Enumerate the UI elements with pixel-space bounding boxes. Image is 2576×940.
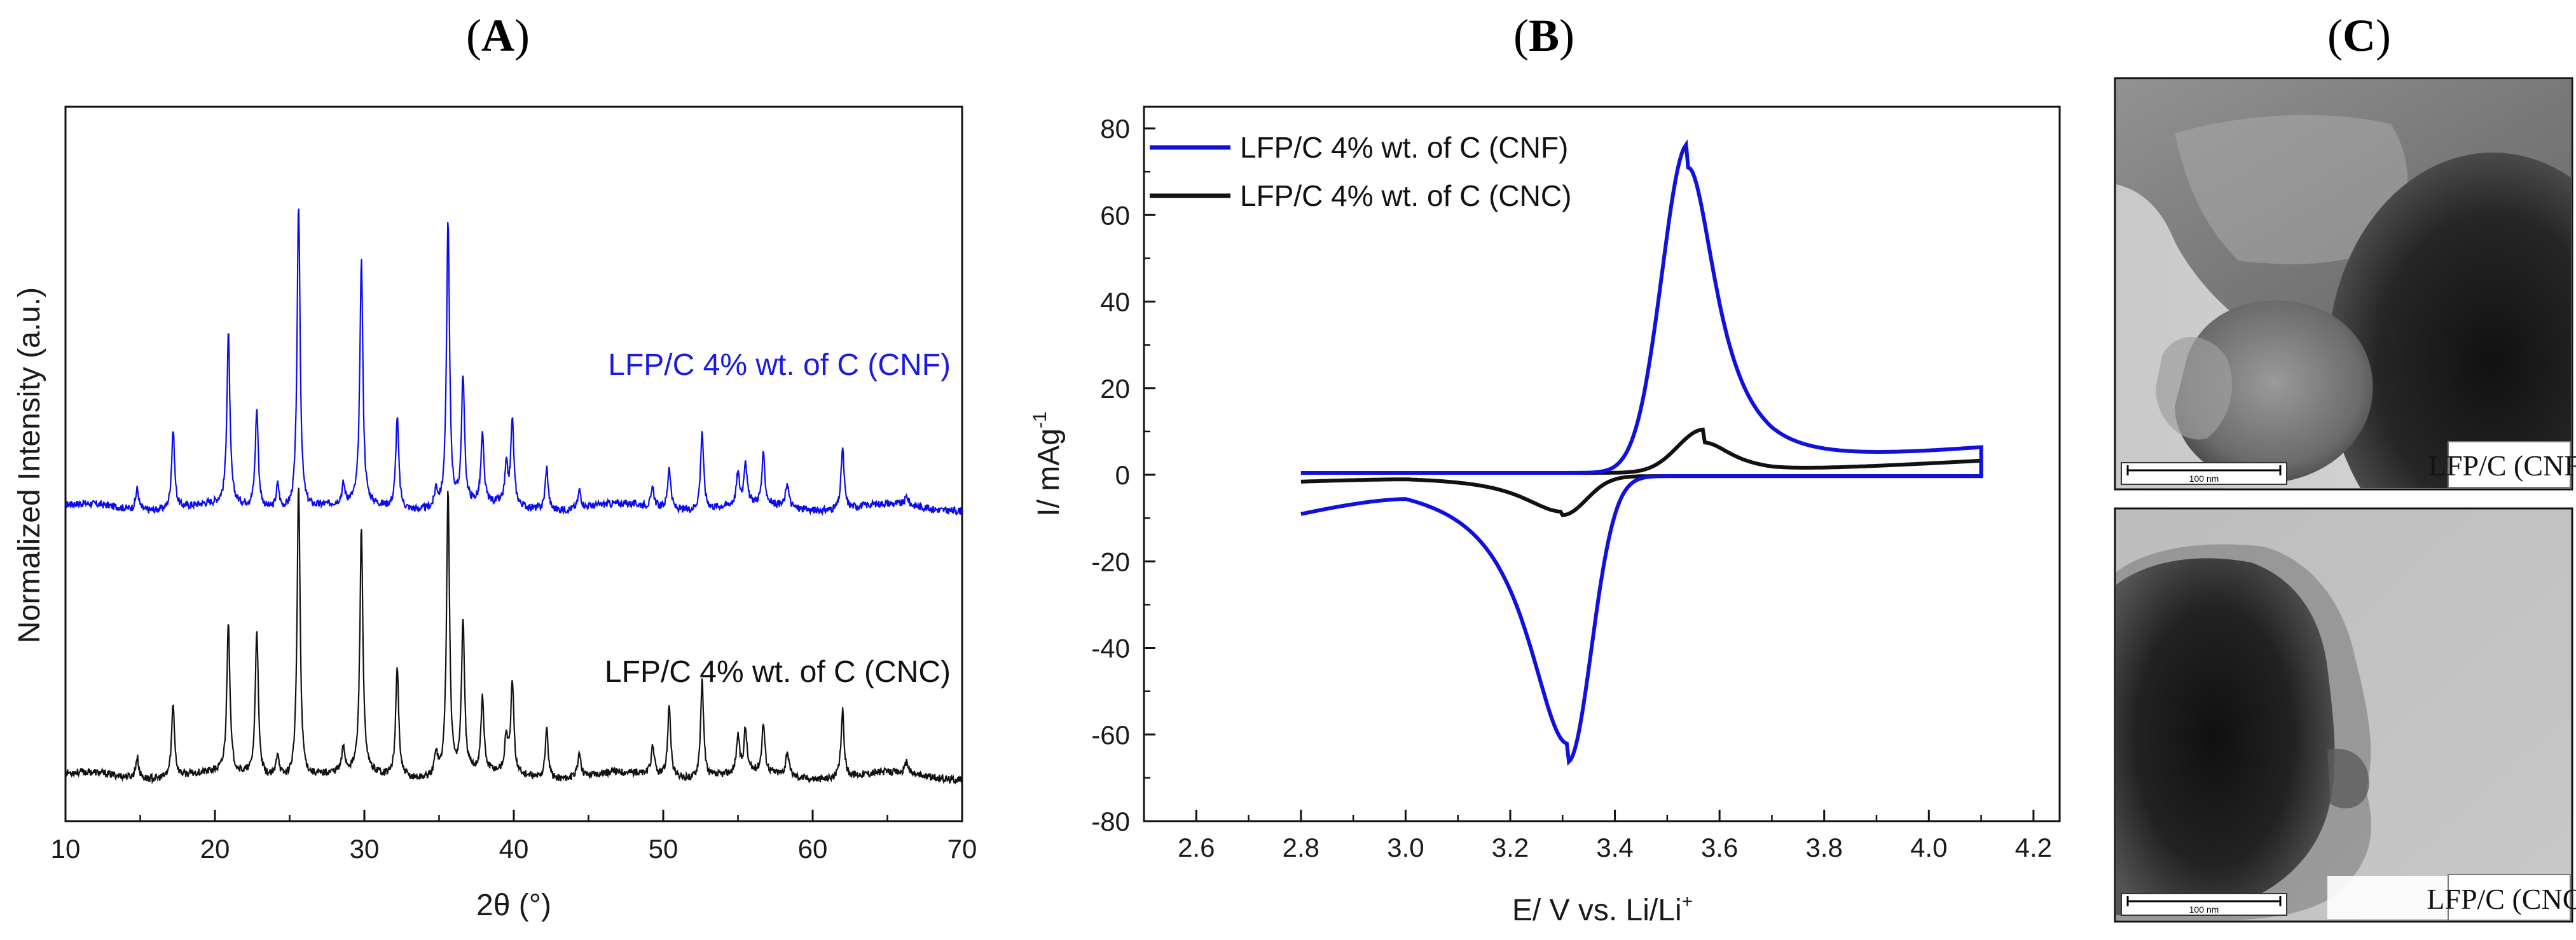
xrd-x-tick-labels: 10 20 30 40 50 60 70 [51, 834, 977, 864]
xrd-x-tick-label: 10 [51, 834, 81, 864]
cv-x-tick-label: 2.8 [1283, 833, 1319, 862]
svg-text:(C): (C) [2327, 10, 2391, 61]
xrd-x-tick-label: 40 [499, 834, 529, 864]
tem-cnc-scale-text: 100 nm [2189, 904, 2219, 915]
svg-text:(B): (B) [1513, 10, 1574, 61]
cv-y-tick-labels: -80 -60 -40 -20 0 20 40 60 80 [1091, 114, 1130, 836]
panel-b-letter-text: B [1529, 10, 1559, 61]
panel-c-letter-text: C [2343, 10, 2376, 61]
cv-y-axis-label-text: I/ mAg [1032, 428, 1066, 517]
xrd-x-ticks [64, 810, 963, 821]
cv-y-tick-label: 20 [1100, 374, 1130, 404]
tem-cnf-scale-text: 100 nm [2189, 473, 2219, 484]
tem-image-cnf: LFP/C (CNF) 100 nm [2114, 77, 2576, 491]
cv-plot-frame [1143, 106, 2061, 822]
tem-cnc-edge-blob [2327, 749, 2369, 808]
cv-y-tick-label: 80 [1100, 114, 1130, 144]
cv-y-tick-label: -40 [1091, 634, 1130, 664]
cv-x-tick-label: 3.0 [1387, 833, 1424, 862]
cv-y-axis-label: I/ mAg-1 [1030, 411, 1066, 516]
xrd-x-tick-label: 50 [649, 834, 678, 864]
cv-x-tick-label: 4.2 [2015, 833, 2052, 862]
tem-cnf-label: LFP/C (CNF) [2428, 449, 2576, 482]
cv-x-axis-label-sup: + [1682, 891, 1693, 912]
xrd-cnf-pattern [65, 208, 963, 516]
tem-cnc-dark-particle [2116, 558, 2335, 916]
cv-x-axis-label-text: E/ V vs. Li/Li [1512, 894, 1682, 927]
cv-cnf-curve [1300, 139, 1983, 766]
cv-y-tick-label: 40 [1100, 287, 1130, 317]
xrd-x-tick-label: 60 [798, 834, 828, 864]
cv-y-tick-label: -60 [1091, 720, 1130, 750]
cv-y-tick-label: -20 [1091, 547, 1130, 576]
cv-y-tick-label: -80 [1091, 807, 1130, 836]
panel-b-letter: (B) [1513, 10, 1574, 61]
tem-cnf-faint-particle [2156, 337, 2232, 440]
xrd-cnf-label: LFP/C 4% wt. of C (CNF) [608, 348, 951, 382]
cv-x-tick-label: 3.6 [1701, 833, 1738, 862]
tem-cnc-label-frame [2448, 874, 2571, 921]
tem-cnf-scalebar-box [2121, 462, 2287, 485]
cv-chart: 2.6 2.8 3.0 3.2 3.4 3.6 3.8 4.0 4.2 -80 -60 -40 -20… [1030, 106, 2061, 927]
cv-y-tick-label: 60 [1100, 200, 1130, 230]
cv-x-tick-label: 3.4 [1596, 833, 1633, 862]
xrd-x-tick-label: 70 [947, 834, 977, 864]
panel-a-letter-text: A [481, 10, 514, 61]
cv-legend-label-cnc: LFP/C 4% wt. of C (CNC) [1240, 179, 1571, 212]
svg-text:(A): (A) [466, 10, 530, 61]
tem-image-cnc: LFP/C (CNC) 100 nm [2114, 507, 2576, 923]
cv-ticks [1144, 127, 2035, 822]
panel-a-letter: (A) [466, 10, 530, 61]
xrd-x-axis-label: 2θ (°) [476, 889, 551, 922]
cv-x-tick-labels: 2.6 2.8 3.0 3.2 3.4 3.6 3.8 4.0 4.2 [1178, 833, 2052, 862]
tem-cnf-thin-flake [2175, 114, 2408, 264]
xrd-x-tick-label: 30 [350, 834, 380, 864]
tem-cnf-label-box [2448, 441, 2571, 488]
cv-x-tick-label: 3.8 [1806, 833, 1843, 862]
xrd-chart: 10 20 30 40 50 60 70 LFP/C 4% wt. of C (CNF) L… [13, 106, 977, 922]
xrd-cnc-label: LFP/C 4% wt. of C (CNC) [605, 655, 951, 689]
tem-cnf-dark-particle [2327, 153, 2571, 488]
tem-cnc-label: LFP/C (CNC) [2427, 883, 2576, 915]
cv-legend: LFP/C 4% wt. of C (CNF) LFP/C 4% wt. of … [1150, 131, 1571, 212]
tem-cnc-scalebar-box [2121, 893, 2287, 916]
cv-y-tick-label: 0 [1115, 460, 1130, 490]
cv-y-axis-label-sup: -1 [1030, 411, 1050, 428]
xrd-x-tick-label: 20 [200, 834, 230, 864]
tem-cnf-small-particle [2175, 300, 2373, 483]
xrd-y-axis-label: Normalized Intensity (a.u.) [13, 287, 46, 643]
cv-x-axis-label: E/ V vs. Li/Li+ [1512, 891, 1693, 927]
cv-x-tick-label: 4.0 [1910, 833, 1947, 862]
xrd-cnc-pattern [64, 487, 963, 785]
panel-c-letter: (C) [2327, 10, 2391, 61]
cv-legend-label-cnf: LFP/C 4% wt. of C (CNF) [1240, 131, 1568, 164]
cv-x-tick-label: 2.6 [1178, 833, 1215, 862]
cv-x-tick-label: 3.2 [1492, 833, 1529, 862]
